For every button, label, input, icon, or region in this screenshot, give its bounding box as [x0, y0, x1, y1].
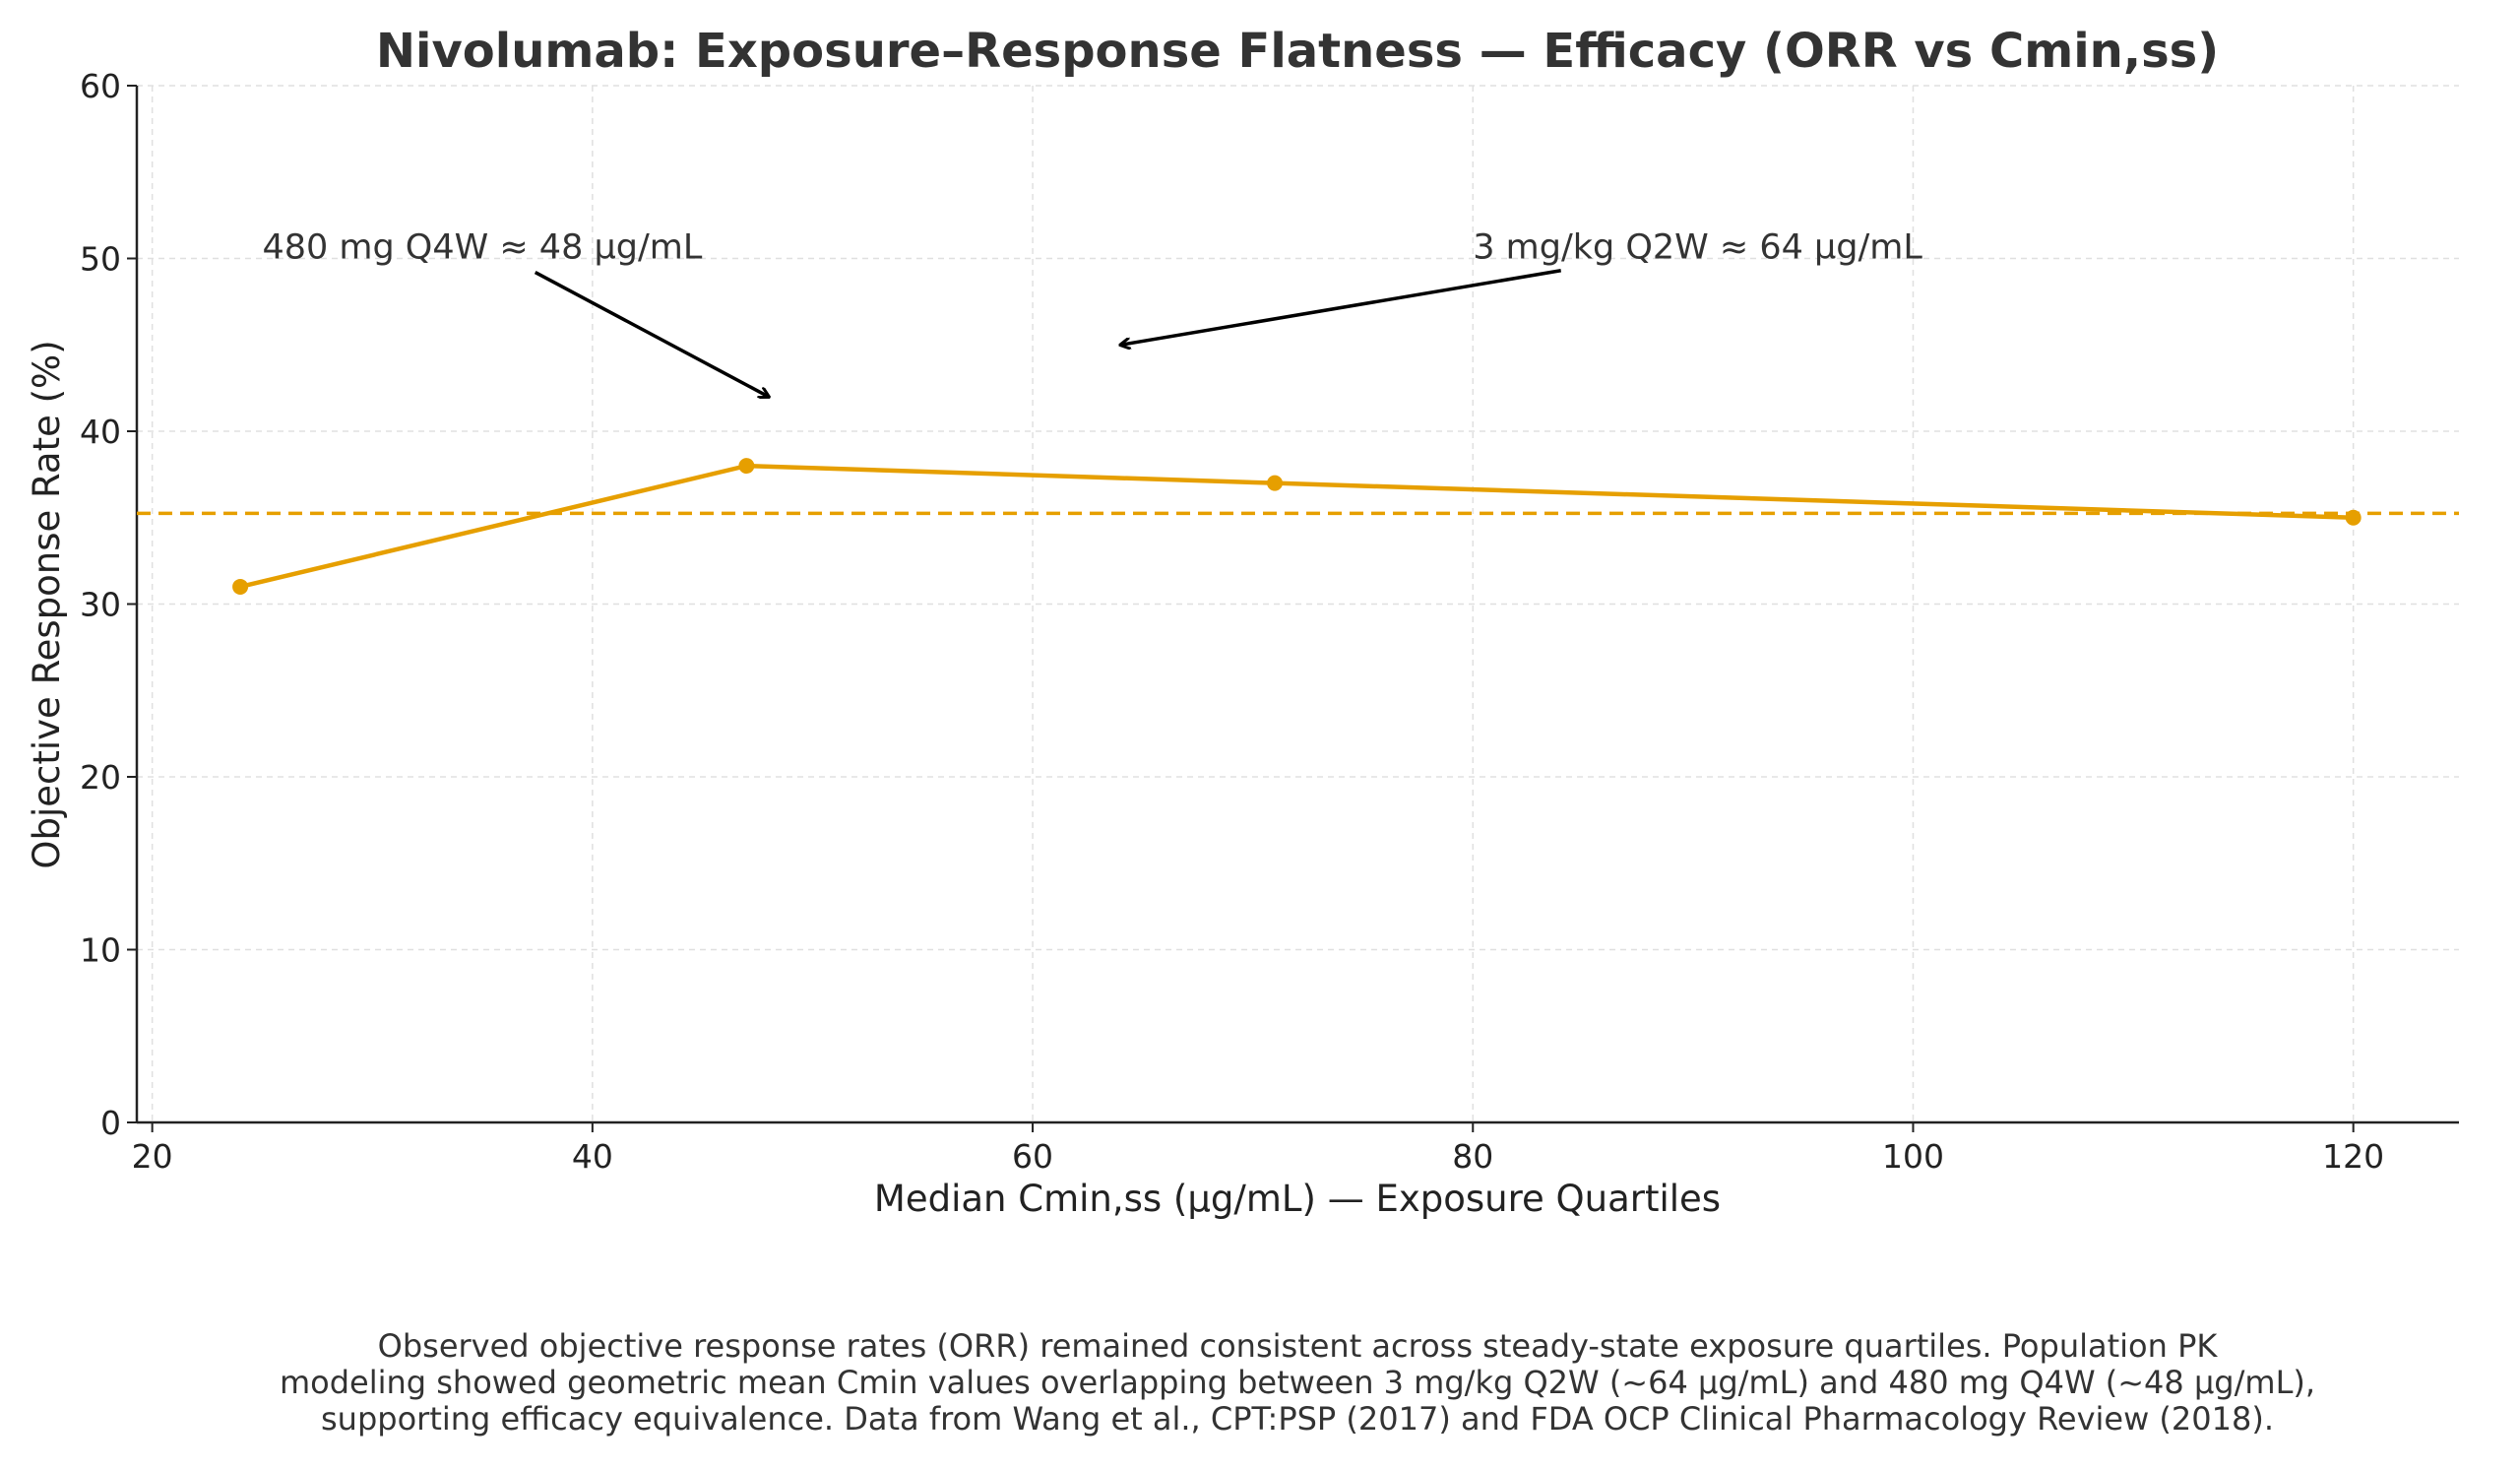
- y-tick-label: 20: [80, 758, 121, 797]
- y-tick-label: 30: [80, 586, 121, 624]
- series-line: [239, 463, 2354, 590]
- footnote-line-3: supporting efficacy equivalence. Data fr…: [321, 1400, 2274, 1438]
- x-tick-label: 60: [1012, 1137, 1053, 1176]
- annotation-text-1: 480 mg Q4W ≈ 48 µg/mL: [262, 228, 702, 268]
- annotation-arrow-1: [534, 270, 769, 397]
- annotation-text-2: 3 mg/kg Q2W ≈ 64 µg/mL: [1473, 228, 1922, 268]
- footnote-line-1: Observed objective response rates (ORR) …: [378, 1327, 2219, 1365]
- data-point: [232, 578, 249, 595]
- data-point: [738, 458, 755, 475]
- x-tick-label: 40: [572, 1137, 613, 1176]
- x-tick-label: 120: [2322, 1137, 2384, 1176]
- ticks: 20 40 60 80 100 120 0 10 20 30 40 50 60: [80, 67, 2384, 1176]
- chart-title: Nivolumab: Exposure–Response Flatness — …: [376, 24, 2219, 79]
- y-tick-label: 10: [80, 931, 121, 970]
- x-tick-label: 80: [1452, 1137, 1493, 1176]
- annotation-arrow-2: [1121, 269, 1561, 345]
- x-axis-label: Median Cmin,ss (µg/mL) — Exposure Quarti…: [874, 1178, 1721, 1220]
- data-point: [2345, 509, 2362, 526]
- marks: [137, 458, 2459, 595]
- annotations: 480 mg Q4W ≈ 48 µg/mL 3 mg/kg Q2W ≈ 64 µg…: [262, 228, 1922, 397]
- x-tick-label: 20: [132, 1137, 173, 1176]
- y-axis-label: Objective Response Rate (%): [26, 340, 68, 868]
- footnote-line-2: modeling showed geometric mean Cmin valu…: [280, 1364, 2315, 1401]
- x-tick-label: 100: [1882, 1137, 1944, 1176]
- data-point: [1267, 475, 1284, 491]
- y-tick-label: 60: [80, 67, 121, 105]
- y-tick-label: 40: [80, 413, 121, 451]
- y-tick-label: 50: [80, 240, 121, 279]
- y-tick-label: 0: [100, 1104, 121, 1142]
